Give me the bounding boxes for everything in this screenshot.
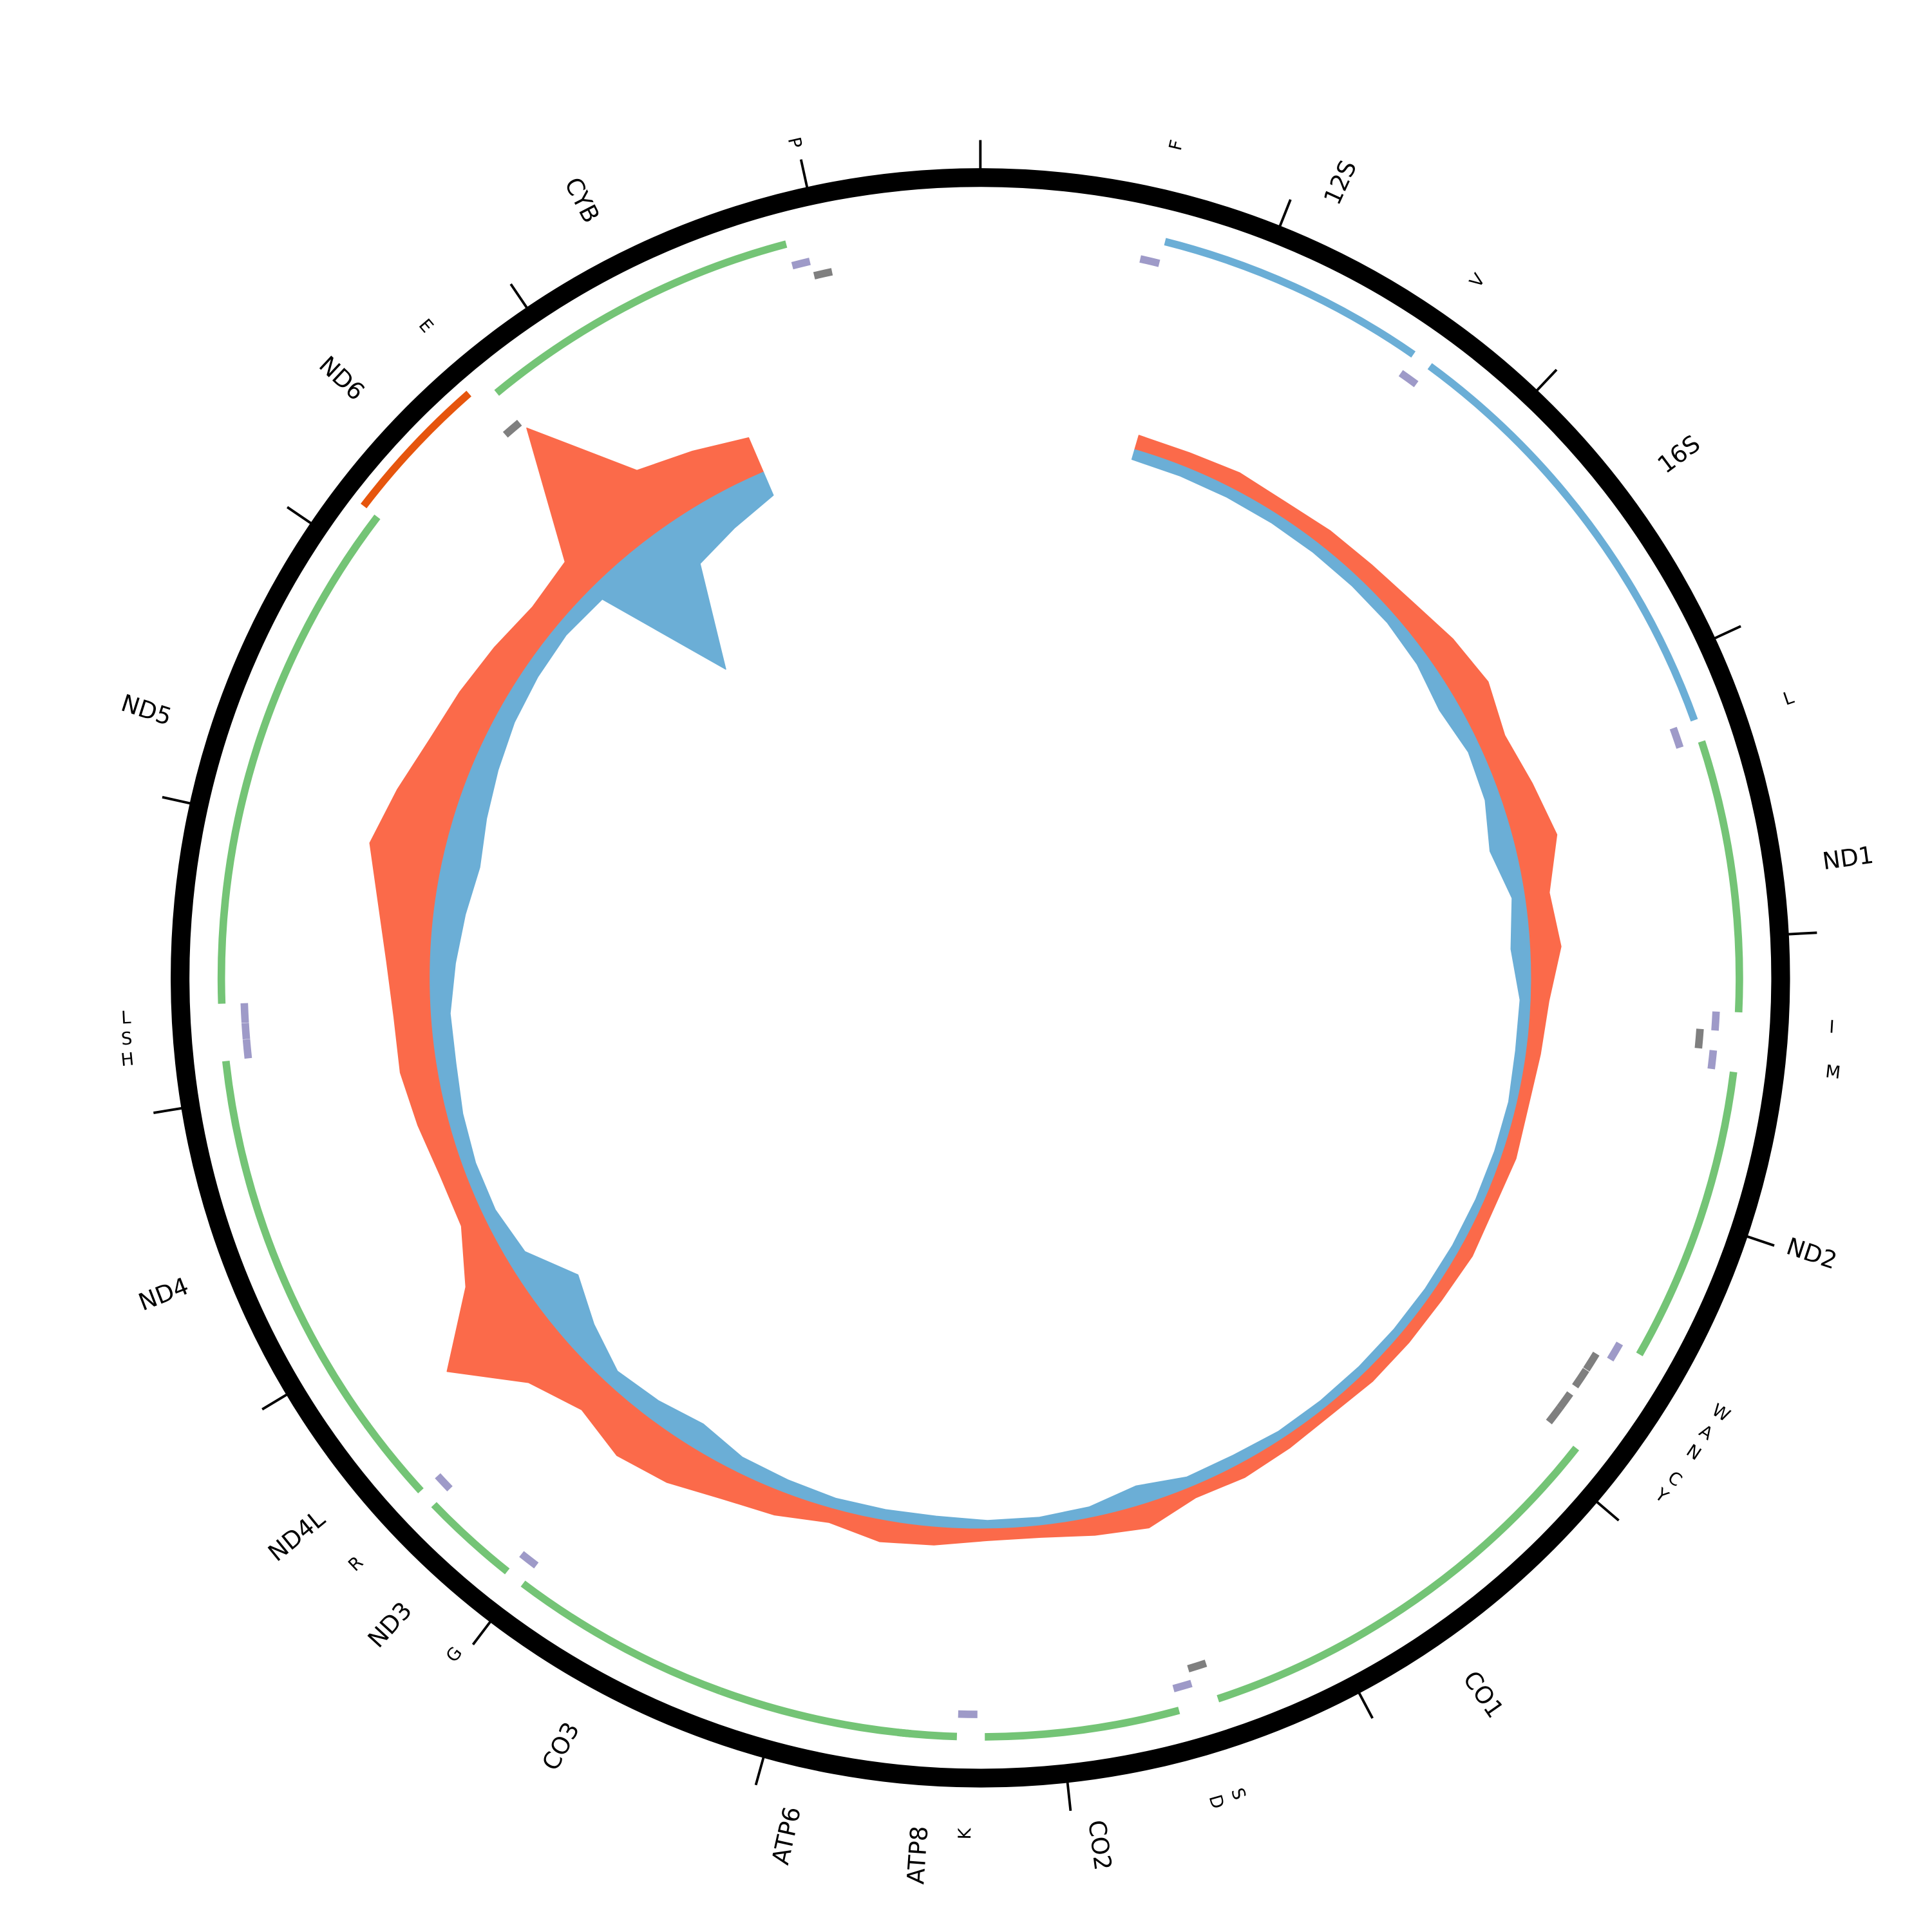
- gene-label: ND1: [1821, 841, 1875, 875]
- gene-arc: [1427, 363, 1698, 722]
- tick-mark: [1714, 625, 1741, 639]
- gene-arc: [1636, 1071, 1738, 1356]
- trna-arc: [1607, 1341, 1624, 1362]
- tick-mark: [1596, 1501, 1620, 1522]
- tick-mark: [799, 159, 809, 188]
- gene-arc: [222, 1061, 372, 1429]
- gene-arc: [985, 1707, 1180, 1741]
- gene-label: 16S: [1653, 430, 1705, 479]
- trna-label: I: [1829, 1017, 1835, 1037]
- gene-label: ATP8: [902, 1825, 933, 1885]
- gene-label: ND2: [1783, 1233, 1841, 1275]
- trna-arc: [1707, 1050, 1718, 1070]
- tick-mark: [1066, 1782, 1072, 1811]
- trna-arc: [242, 1039, 252, 1059]
- trna-arc: [1711, 1011, 1720, 1031]
- gene-arc: [361, 390, 471, 509]
- trna-arc: [1172, 1680, 1193, 1692]
- trna-label: E: [415, 316, 437, 337]
- gene-label: CO1: [1457, 1666, 1509, 1723]
- trna-label: M: [1824, 1062, 1842, 1083]
- trna-label: K: [955, 1827, 975, 1840]
- gene-arc: [520, 1580, 722, 1695]
- tick-mark: [153, 1106, 182, 1114]
- trna-label: F: [1166, 138, 1188, 152]
- plot-area: F12SV16SLND1IMND2WANCYCO1SDCO2KATP8ATP6C…: [118, 135, 1875, 1885]
- trna-label: W: [1709, 1400, 1734, 1426]
- tick-mark: [1535, 368, 1558, 392]
- trna-arc: [435, 1473, 453, 1492]
- trna-label: S: [1227, 1786, 1249, 1803]
- gene-label: ND3: [363, 1596, 417, 1653]
- trna-arc: [958, 1710, 978, 1718]
- gene-arc: [494, 240, 788, 396]
- trna-label: L: [121, 1008, 132, 1028]
- trna-label: P: [784, 135, 806, 150]
- gene-arc: [1217, 1445, 1580, 1703]
- tick-mark: [286, 506, 312, 525]
- trna-label: N: [1683, 1441, 1705, 1464]
- gene-label: ND4: [135, 1272, 193, 1316]
- coverage-area: [430, 449, 1531, 1529]
- gene-label: CYB: [559, 173, 605, 227]
- gene-label: CO3: [536, 1718, 585, 1775]
- trna-arc: [502, 419, 522, 438]
- tick-mark: [1788, 931, 1817, 936]
- trna-arc: [1557, 1391, 1573, 1410]
- gene-label: ND6: [314, 351, 370, 406]
- trna-label: G: [442, 1643, 466, 1667]
- gene-arc: [1164, 238, 1416, 358]
- trna-label: S: [120, 1028, 133, 1049]
- trna-arc: [1546, 1405, 1563, 1425]
- coverage-area: [369, 427, 1562, 1546]
- gene-label: 12S: [1318, 156, 1362, 209]
- trna-arc: [1187, 1660, 1208, 1672]
- gene-arc: [1698, 740, 1743, 1013]
- gene-label: ND4L: [263, 1504, 330, 1567]
- trna-label: L: [1781, 688, 1796, 710]
- trna-label: H: [120, 1049, 135, 1070]
- gene-label: CO2: [1083, 1819, 1117, 1872]
- trna-arc: [240, 1003, 249, 1023]
- gene-label: ND5: [118, 689, 175, 731]
- trna-arc: [519, 1551, 539, 1569]
- trna-arc: [1398, 370, 1419, 388]
- trna-arc: [1694, 1028, 1704, 1049]
- tick-mark: [1278, 199, 1292, 227]
- trna-label: D: [1205, 1793, 1228, 1812]
- tick-mark: [1358, 1692, 1374, 1719]
- trna-arc: [1583, 1351, 1600, 1372]
- trna-label: V: [1466, 270, 1489, 291]
- tick-mark: [261, 1393, 288, 1411]
- gene-arc: [431, 1502, 510, 1575]
- tick-mark: [471, 1620, 492, 1645]
- trna-label: A: [1696, 1421, 1717, 1444]
- trna-arc: [1572, 1367, 1589, 1388]
- tick-mark: [509, 283, 528, 309]
- gene-label: ATP6: [766, 1804, 806, 1868]
- trna-arc: [241, 1023, 251, 1040]
- genome-ring: [171, 168, 1790, 1788]
- gene-arc: [217, 515, 381, 1004]
- trna-arc: [1669, 726, 1684, 749]
- trna-arc: [813, 268, 833, 279]
- trna-arc: [791, 258, 811, 270]
- gene-arc: [719, 1687, 911, 1738]
- tick-mark: [1747, 1235, 1775, 1247]
- tick-mark: [162, 795, 191, 805]
- trna-arc: [1139, 255, 1160, 267]
- trna-label: R: [345, 1553, 367, 1576]
- tick-mark: [754, 1757, 765, 1786]
- gene-arc: [364, 1423, 424, 1493]
